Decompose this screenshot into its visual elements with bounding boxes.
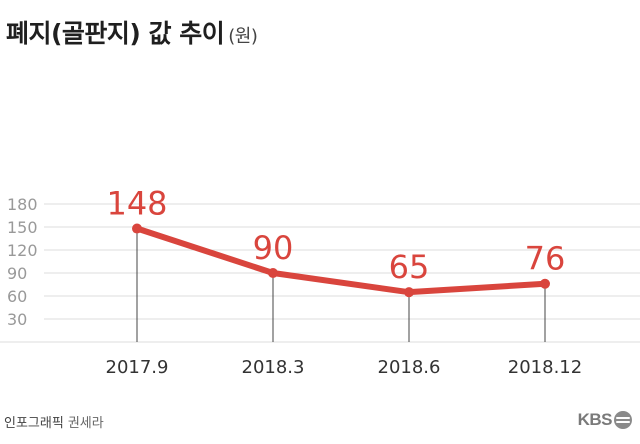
credit-label: 인포그래픽	[4, 416, 64, 431]
data-label: 90	[253, 229, 294, 267]
data-label: 65	[389, 248, 430, 286]
chart-title: 폐지(골판지) 값 추이 (원)	[6, 14, 258, 50]
logo-text: KBS	[577, 410, 613, 429]
kbs-logo-icon	[614, 411, 632, 429]
credit-name: 권세라	[67, 416, 104, 431]
x-tick-label: 2018.12	[508, 357, 582, 378]
y-tick-label: 150	[7, 218, 38, 237]
unit-label: (원)	[228, 26, 258, 47]
title-text: 폐지(골판지) 값 추이	[6, 19, 225, 48]
data-point	[404, 287, 414, 298]
x-tick-label: 2018.6	[378, 357, 441, 378]
data-point	[132, 223, 142, 234]
kbs-logo: KBS	[578, 410, 632, 430]
x-tick-label: 2017.9	[106, 357, 169, 378]
y-tick-label: 60	[7, 287, 27, 306]
series-line	[134, 225, 548, 296]
data-point	[268, 267, 278, 278]
y-tick-label: 180	[7, 195, 38, 214]
y-tick-label: 120	[7, 241, 38, 260]
data-label: 76	[525, 240, 566, 278]
x-tick-label: 2018.3	[242, 357, 305, 378]
y-tick-label: 30	[7, 310, 27, 329]
data-label: 148	[106, 185, 167, 223]
y-tick-label: 90	[7, 264, 27, 283]
credit: 인포그래픽 권세라	[4, 412, 104, 431]
data-point	[540, 278, 550, 289]
